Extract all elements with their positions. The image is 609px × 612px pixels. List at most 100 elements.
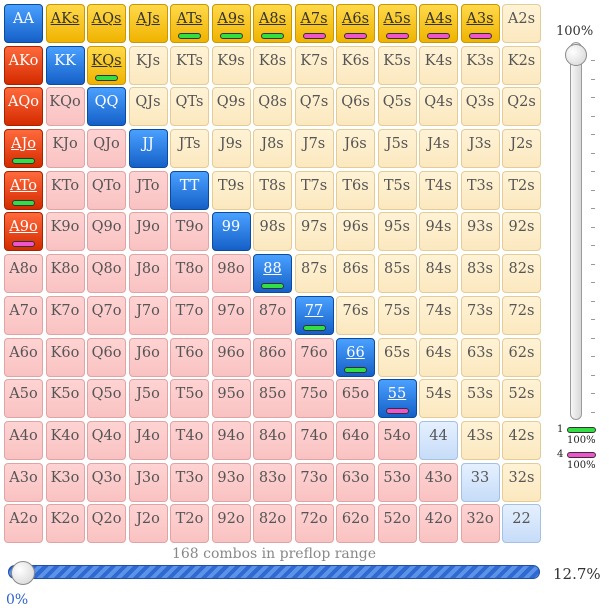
- hand-cell-65s[interactable]: 65s: [377, 337, 417, 377]
- hand-cell-Q5s[interactable]: Q5s: [377, 87, 417, 127]
- hand-cell-22[interactable]: 22: [502, 504, 541, 544]
- hand-cell-K4o[interactable]: K4o: [45, 420, 85, 460]
- hand-cell-J3s[interactable]: J3s: [460, 129, 500, 169]
- hand-cell-85o[interactable]: 85o: [253, 379, 292, 419]
- hand-cell-A8s[interactable]: A8s: [253, 4, 292, 43]
- hand-cell-K6o[interactable]: K6o: [45, 337, 85, 377]
- hand-cell-KK[interactable]: KK: [45, 45, 85, 85]
- hand-cell-64s[interactable]: 64s: [419, 337, 458, 377]
- hand-cell-64o[interactable]: 64o: [336, 420, 375, 460]
- hand-cell-A6s[interactable]: A6s: [336, 4, 375, 43]
- hand-cell-J4s[interactable]: J4s: [419, 129, 458, 169]
- hand-cell-42o[interactable]: 42o: [419, 504, 458, 544]
- hand-cell-J7s[interactable]: J7s: [294, 129, 334, 169]
- hand-cell-65o[interactable]: 65o: [336, 379, 375, 419]
- hand-cell-T5s[interactable]: T5s: [377, 170, 417, 210]
- hand-cell-Q7o[interactable]: Q7o: [87, 295, 126, 335]
- hand-cell-T9s[interactable]: T9s: [211, 170, 251, 210]
- hand-cell-J5s[interactable]: J5s: [377, 129, 417, 169]
- hand-cell-43s[interactable]: 43s: [460, 420, 500, 460]
- hand-cell-J6s[interactable]: J6s: [336, 129, 375, 169]
- hand-cell-94o[interactable]: 94o: [211, 420, 251, 460]
- hand-cell-AKo[interactable]: AKo: [4, 45, 43, 85]
- hand-cell-QJs[interactable]: QJs: [128, 87, 168, 127]
- hand-cell-T7o[interactable]: T7o: [170, 295, 209, 335]
- hand-cell-73o[interactable]: 73o: [294, 462, 334, 502]
- hand-cell-T8o[interactable]: T8o: [170, 254, 209, 294]
- hand-cell-Q9o[interactable]: Q9o: [87, 212, 126, 252]
- hand-cell-Q2o[interactable]: Q2o: [87, 504, 126, 544]
- hand-cell-52s[interactable]: 52s: [502, 379, 541, 419]
- hand-cell-Q3s[interactable]: Q3s: [460, 87, 500, 127]
- hand-cell-K7s[interactable]: K7s: [294, 45, 334, 85]
- hand-cell-J9s[interactable]: J9s: [211, 129, 251, 169]
- hand-cell-86s[interactable]: 86s: [336, 254, 375, 294]
- hand-cell-84o[interactable]: 84o: [253, 420, 292, 460]
- hand-cell-Q4s[interactable]: Q4s: [419, 87, 458, 127]
- hand-cell-A6o[interactable]: A6o: [4, 337, 43, 377]
- hand-cell-T3s[interactable]: T3s: [460, 170, 500, 210]
- hand-cell-T4s[interactable]: T4s: [419, 170, 458, 210]
- hand-cell-KJo[interactable]: KJo: [45, 129, 85, 169]
- hand-cell-K6s[interactable]: K6s: [336, 45, 375, 85]
- hand-cell-Q6o[interactable]: Q6o: [87, 337, 126, 377]
- hand-cell-Q4o[interactable]: Q4o: [87, 420, 126, 460]
- hand-cell-T7s[interactable]: T7s: [294, 170, 334, 210]
- hand-cell-66[interactable]: 66: [336, 337, 375, 377]
- hand-cell-AA[interactable]: AA: [4, 4, 43, 43]
- hand-cell-K5o[interactable]: K5o: [45, 379, 85, 419]
- hand-cell-A5s[interactable]: A5s: [377, 4, 417, 43]
- hand-cell-82o[interactable]: 82o: [253, 504, 292, 544]
- hand-cell-A5o[interactable]: A5o: [4, 379, 43, 419]
- hand-cell-A2o[interactable]: A2o: [4, 504, 43, 544]
- hand-cell-73s[interactable]: 73s: [460, 295, 500, 335]
- hand-cell-95o[interactable]: 95o: [211, 379, 251, 419]
- hand-cell-A9s[interactable]: A9s: [211, 4, 251, 43]
- hand-cell-33[interactable]: 33: [460, 462, 500, 502]
- hand-cell-A3o[interactable]: A3o: [4, 462, 43, 502]
- hand-cell-93s[interactable]: 93s: [460, 212, 500, 252]
- hand-cell-K9s[interactable]: K9s: [211, 45, 251, 85]
- hand-cell-A4s[interactable]: A4s: [419, 4, 458, 43]
- hand-cell-82s[interactable]: 82s: [502, 254, 541, 294]
- hand-cell-TT[interactable]: TT: [170, 170, 209, 210]
- hand-cell-Q6s[interactable]: Q6s: [336, 87, 375, 127]
- hand-cell-K3s[interactable]: K3s: [460, 45, 500, 85]
- hand-cell-63s[interactable]: 63s: [460, 337, 500, 377]
- hand-cell-98o[interactable]: 98o: [211, 254, 251, 294]
- hand-cell-K7o[interactable]: K7o: [45, 295, 85, 335]
- hand-cell-62o[interactable]: 62o: [336, 504, 375, 544]
- hand-cell-95s[interactable]: 95s: [377, 212, 417, 252]
- hand-cell-KQo[interactable]: KQo: [45, 87, 85, 127]
- hand-cell-97s[interactable]: 97s: [294, 212, 334, 252]
- hand-cell-J2o[interactable]: J2o: [128, 504, 168, 544]
- hand-cell-K8s[interactable]: K8s: [253, 45, 292, 85]
- hand-cell-42s[interactable]: 42s: [502, 420, 541, 460]
- hand-cell-T4o[interactable]: T4o: [170, 420, 209, 460]
- hand-cell-QTs[interactable]: QTs: [170, 87, 209, 127]
- hand-cell-99[interactable]: 99: [211, 212, 251, 252]
- hand-cell-KJs[interactable]: KJs: [128, 45, 168, 85]
- hand-cell-ATs[interactable]: ATs: [170, 4, 209, 43]
- vertical-slider[interactable]: [565, 42, 587, 420]
- hand-cell-88[interactable]: 88: [253, 254, 292, 294]
- hand-cell-55[interactable]: 55: [377, 379, 417, 419]
- hand-cell-Q9s[interactable]: Q9s: [211, 87, 251, 127]
- hand-cell-Q8o[interactable]: Q8o: [87, 254, 126, 294]
- hand-cell-K4s[interactable]: K4s: [419, 45, 458, 85]
- hand-cell-T6o[interactable]: T6o: [170, 337, 209, 377]
- hand-cell-87o[interactable]: 87o: [253, 295, 292, 335]
- hand-cell-AQo[interactable]: AQo: [4, 87, 43, 127]
- hand-cell-77[interactable]: 77: [294, 295, 334, 335]
- hand-cell-J3o[interactable]: J3o: [128, 462, 168, 502]
- hand-cell-83s[interactable]: 83s: [460, 254, 500, 294]
- hand-cell-AJo[interactable]: AJo: [4, 129, 43, 169]
- hand-cell-K9o[interactable]: K9o: [45, 212, 85, 252]
- hand-cell-A2s[interactable]: A2s: [502, 4, 541, 43]
- hand-cell-72s[interactable]: 72s: [502, 295, 541, 335]
- hand-cell-Q5o[interactable]: Q5o: [87, 379, 126, 419]
- hand-cell-72o[interactable]: 72o: [294, 504, 334, 544]
- hand-cell-53o[interactable]: 53o: [377, 462, 417, 502]
- hand-cell-KTo[interactable]: KTo: [45, 170, 85, 210]
- hand-cell-75o[interactable]: 75o: [294, 379, 334, 419]
